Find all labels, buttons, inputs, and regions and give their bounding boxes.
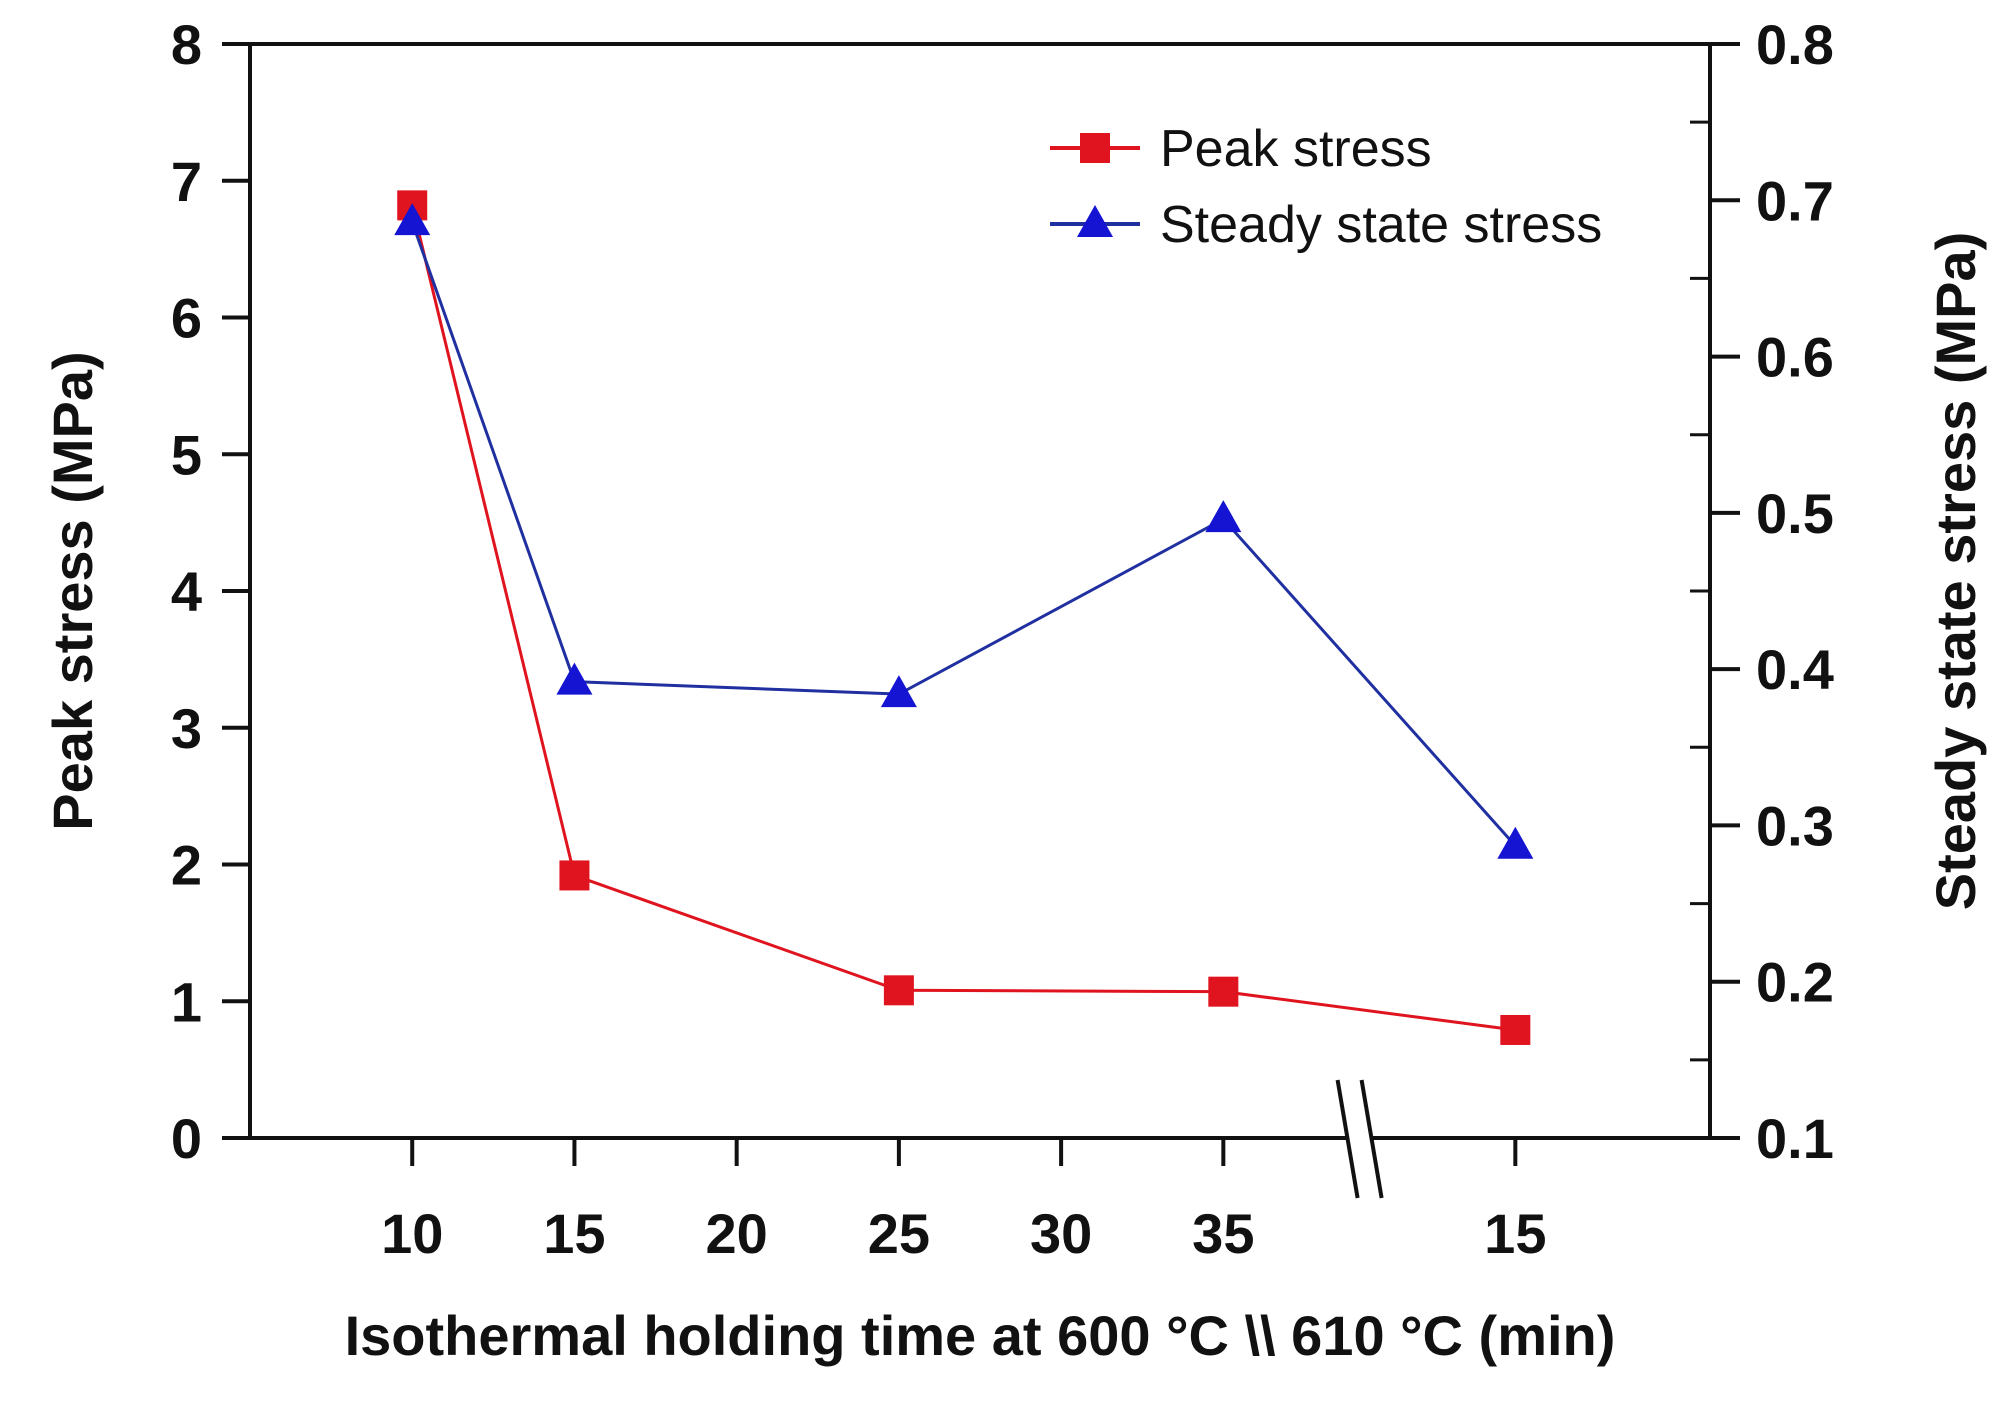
series-line-1 [410,221,1517,847]
y-left-tick-label: 6 [171,287,202,350]
y-left-tick-label: 7 [171,150,202,213]
y-left-tick-label: 0 [171,1107,202,1170]
data-point-steady-state-stress [556,662,593,695]
y-right-tick-label: 0.8 [1756,13,1834,76]
y-left-tick-label: 5 [171,423,202,486]
data-point-peak-stress [1208,976,1239,1007]
x-tick-label: 15 [543,1202,605,1265]
x-tick-label: 35 [1192,1202,1254,1265]
legend-label-1: Steady state stress [1160,196,1602,254]
y-right-tick-label: 0.5 [1756,482,1834,545]
legend: Peak stress Steady state stress [1050,120,1602,254]
y-left-tick-label: 4 [171,560,202,623]
data-point-peak-stress [883,975,914,1006]
x-tick-label: 25 [868,1202,930,1265]
y-axis-left-title: Peak stress (MPa) [41,351,104,830]
y-left-tick-label: 1 [171,970,202,1033]
axes-layer: 0 1 2 3 4 5 6 7 8 0.1 0.2 0.3 0.4 0.5 0.6 0.7 0.8 10 15 20 2… [171,13,1834,1265]
series-layer [394,190,1534,1045]
legend-marker-square [1080,133,1110,163]
x-tick-label: 20 [706,1202,768,1265]
y-left-tick-label: 8 [171,13,202,76]
x-tick-label: 30 [1030,1202,1092,1265]
data-point-steady-state-stress [394,203,431,236]
x-tick-label: 10 [381,1202,443,1265]
legend-label-0: Peak stress [1160,120,1432,178]
legend-marker-triangle [1077,205,1113,237]
x-tick-label: 15 [1484,1202,1546,1265]
y-right-tick-label: 0.7 [1756,169,1834,232]
y-right-tick-label: 0.3 [1756,794,1834,857]
data-point-steady-state-stress [1205,500,1242,533]
x-axis-break-mark [1335,1079,1360,1199]
y-right-tick-label: 0.1 [1756,1107,1834,1170]
data-point-peak-stress [559,860,590,891]
series-line-0 [410,205,1516,1032]
data-point-steady-state-stress [1497,826,1534,859]
x-axis-title: Isothermal holding time at 600 °C \\ 610… [345,1304,1616,1367]
y-left-tick-label: 3 [171,697,202,760]
data-point-peak-stress [1500,1014,1531,1045]
y-right-tick-label: 0.2 [1756,951,1834,1014]
data-point-steady-state-stress [880,675,917,708]
y-axis-right-title: Steady state stress (MPa) [1924,232,1987,911]
y-right-tick-label: 0.6 [1756,326,1834,389]
y-right-tick-label: 0.4 [1756,638,1834,701]
y-left-tick-label: 2 [171,834,202,897]
x-axis-break-mark [1359,1079,1384,1199]
